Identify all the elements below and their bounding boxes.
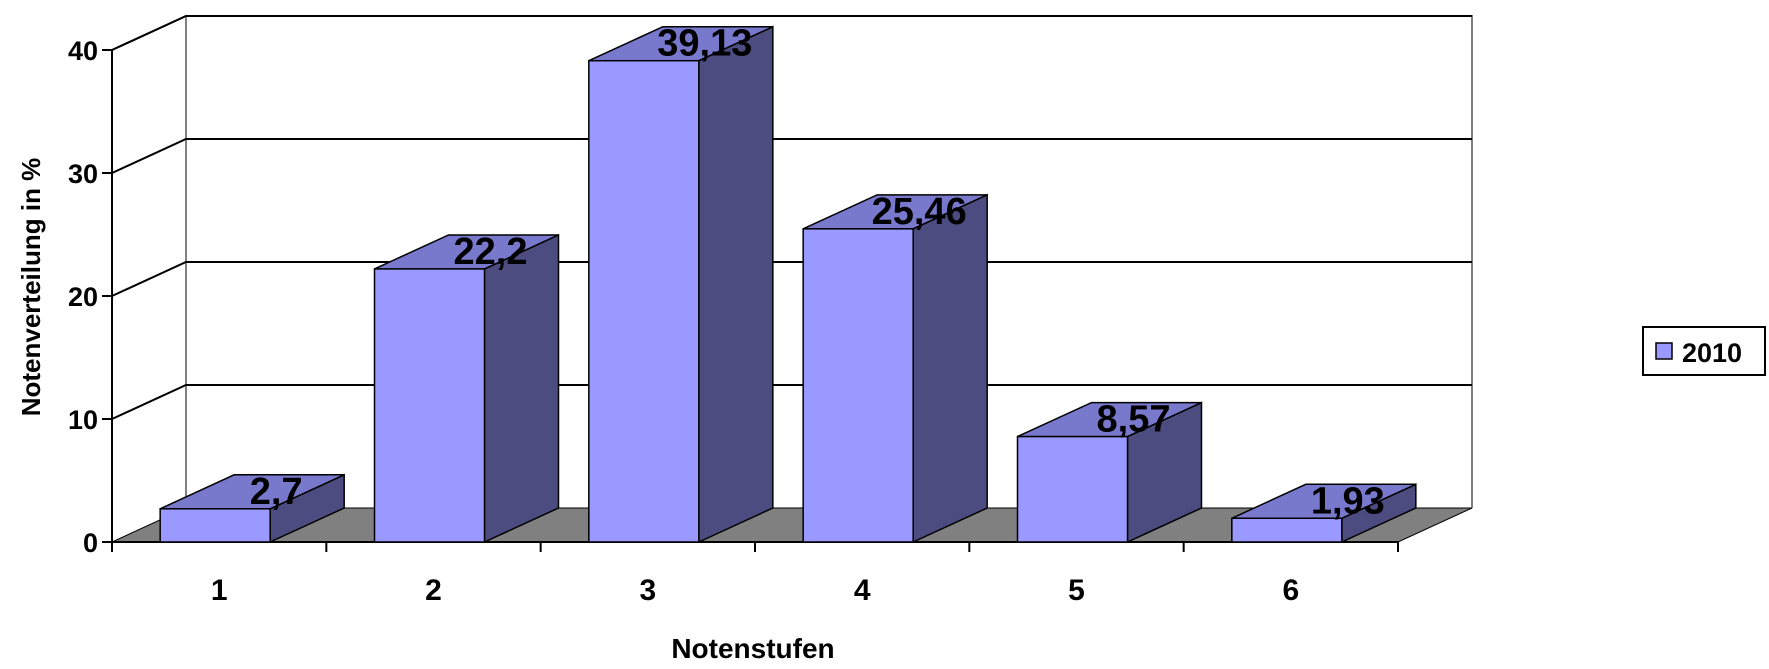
x-tick-label: 1 xyxy=(211,574,228,607)
data-label: 39,13 xyxy=(657,23,752,65)
y-tick-label: 30 xyxy=(68,159,98,189)
y-tick-label: 10 xyxy=(68,405,98,435)
legend-label-2010: 2010 xyxy=(1682,338,1742,368)
y-tick-label: 0 xyxy=(83,528,98,558)
bar xyxy=(1231,517,1343,543)
gridline xyxy=(111,15,1472,51)
bar xyxy=(802,228,914,543)
bar xyxy=(159,508,271,543)
bars xyxy=(159,25,1417,544)
x-tick-label: 4 xyxy=(854,574,871,607)
data-label: 22,2 xyxy=(454,231,528,273)
data-label: 1,93 xyxy=(1311,480,1385,522)
y-tick-label: 20 xyxy=(68,282,98,312)
bar xyxy=(373,268,486,543)
bar-side xyxy=(483,233,560,544)
gridline xyxy=(111,138,1472,174)
x-tick-label: 6 xyxy=(1282,574,1299,607)
data-label: 25,46 xyxy=(872,191,967,233)
x-axis-title: Notenstufen xyxy=(671,633,834,664)
legend: 2010 xyxy=(1642,326,1766,376)
gridlines xyxy=(111,15,1472,420)
bar-side xyxy=(912,193,988,544)
x-tick-label: 3 xyxy=(639,574,656,607)
y-axis-title: Notenverteilung in % xyxy=(16,158,46,417)
x-tick-label: 2 xyxy=(425,574,442,607)
data-label: 8,57 xyxy=(1097,399,1171,441)
data-label: 2,7 xyxy=(250,471,303,513)
bar xyxy=(1016,435,1129,543)
gridline xyxy=(111,384,1472,420)
legend-swatch-2010 xyxy=(1655,342,1673,360)
x-tick-label: 5 xyxy=(1068,574,1085,607)
y-tick-label: 40 xyxy=(68,36,98,66)
bar xyxy=(588,59,700,543)
data-labels: 2,7 22,2 39,13 25,46 8,57 1,93 xyxy=(250,23,1385,523)
axes: 0 10 20 30 40 1 2 3 4 5 6 xyxy=(68,36,1399,607)
bar-side xyxy=(698,25,774,544)
gridline xyxy=(111,261,1472,297)
